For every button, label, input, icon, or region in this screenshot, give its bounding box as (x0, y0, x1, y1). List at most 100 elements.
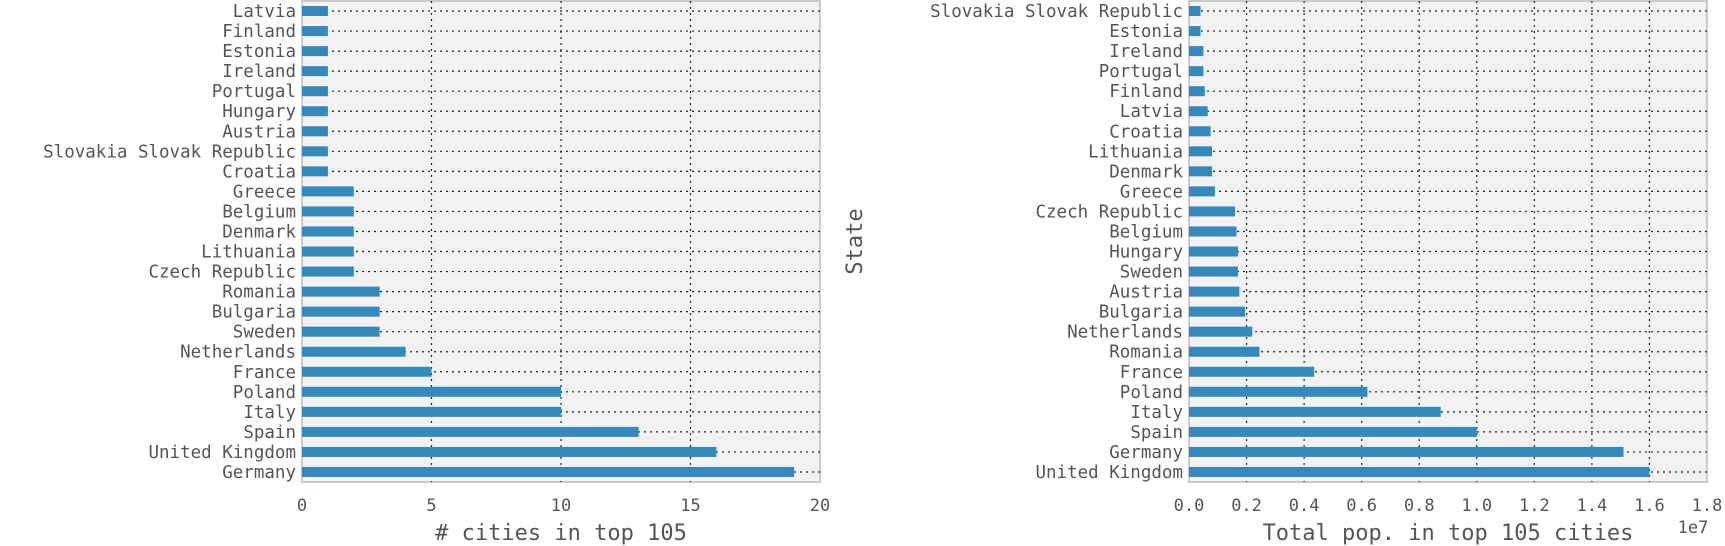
x-tick-label: 1.4 (1577, 496, 1608, 516)
bar (1189, 66, 1204, 77)
bar (1189, 226, 1237, 237)
y-tick-label: Czech Republic (148, 263, 296, 283)
y-tick-label: Czech Republic (1035, 202, 1183, 222)
y-tick-label: Austria (222, 122, 296, 142)
bar (1189, 106, 1208, 117)
bar (302, 226, 354, 237)
x-tick-label: 1.8 (1692, 496, 1723, 516)
bar (302, 306, 380, 317)
y-tick-label: France (1120, 363, 1183, 383)
bar (1189, 246, 1238, 257)
y-tick-label: Belgium (1109, 222, 1183, 242)
y-tick-label: Finland (1109, 82, 1183, 102)
y-tick-label: Portugal (212, 82, 296, 102)
bar (1189, 346, 1260, 357)
x-tick-label: 0.2 (1231, 496, 1262, 516)
y-tick-label: Estonia (1109, 22, 1183, 42)
y-tick-label: Bulgaria (1099, 303, 1183, 323)
y-tick-label: Finland (222, 22, 296, 42)
bar (302, 126, 328, 137)
chart-total-population: 0.0 0.2 0.4 0.6 0.8 1.0 1.2 1.4 1.6 1.8 Slovakia S… (843, 0, 1723, 546)
y-tick-label: United Kingdom (148, 443, 296, 463)
y-tick-label: Greece (1120, 182, 1183, 202)
y-tick-label: Sweden (1120, 263, 1183, 283)
bar (1189, 206, 1236, 217)
x-tick-label: 20 (810, 496, 830, 516)
bar (1189, 326, 1253, 337)
y-tick-label: Poland (1120, 383, 1183, 403)
bar (1189, 6, 1201, 17)
y-tick-label: France (233, 363, 296, 383)
bar (302, 446, 717, 457)
x-tick-label: 15 (680, 496, 700, 516)
x-tick-label: 1.0 (1461, 496, 1492, 516)
bar (302, 286, 380, 297)
y-tick-label: Bulgaria (212, 303, 296, 323)
y-tick-label: Lithuania (201, 243, 296, 263)
bar (302, 206, 354, 217)
y-tick-label: Denmark (1109, 162, 1183, 182)
y-tick-label: Lithuania (1088, 142, 1183, 162)
y-tick-label: Slovakia Slovak Republic (930, 2, 1183, 22)
y-tick-label: Portugal (1099, 62, 1183, 82)
y-axis-label: State (843, 208, 868, 274)
y-tick-label: Italy (243, 403, 296, 423)
bar (302, 106, 328, 117)
y-tick-label: Germany (1109, 443, 1183, 463)
bar (1189, 166, 1213, 177)
bar (302, 406, 561, 417)
bar (1189, 466, 1650, 477)
x-tick-label: 0.6 (1346, 496, 1377, 516)
y-tick-label: Ireland (1109, 42, 1183, 62)
y-tick-label: United Kingdom (1035, 463, 1183, 483)
bar (302, 466, 795, 477)
y-tick-label: Hungary (1109, 243, 1183, 263)
bar (302, 266, 354, 277)
bar (1189, 186, 1215, 197)
bar (302, 186, 354, 197)
y-tick-label: Belgium (222, 202, 296, 222)
x-tick-label: 0.0 (1174, 496, 1205, 516)
y-tick-label: Poland (233, 383, 296, 403)
y-tick-label: Netherlands (180, 343, 296, 363)
y-tick-label: Hungary (222, 102, 296, 122)
bar (1189, 46, 1204, 57)
bar (1189, 366, 1315, 377)
y-tick-label: Romania (1109, 343, 1183, 363)
bar (1189, 146, 1213, 157)
y-tick-label: Austria (1109, 283, 1183, 303)
x-axis-label: Total pop. in top 105 cities (1263, 521, 1634, 546)
bar (302, 386, 561, 397)
bar (302, 6, 328, 17)
bar (1189, 126, 1211, 137)
x-tick-label: 1.2 (1519, 496, 1550, 516)
bar (302, 26, 328, 37)
bar (302, 426, 639, 437)
bar (1189, 386, 1368, 397)
bar (1189, 306, 1246, 317)
bar (302, 86, 328, 97)
y-tick-label: Denmark (222, 222, 296, 242)
bar (1189, 266, 1238, 277)
chart-cities-count: 0 5 10 15 20 LatviaFinlandEstoniaIrelandPortu… (43, 0, 830, 546)
y-tick-label: Croatia (1109, 122, 1183, 142)
y-tick-label: Romania (222, 283, 296, 303)
x-tick-label: 0 (297, 496, 307, 516)
bar (302, 146, 328, 157)
bar (302, 346, 406, 357)
y-tick-label: Spain (243, 423, 296, 443)
bar (1189, 406, 1441, 417)
bar (302, 246, 354, 257)
plot-area (1188, 0, 1708, 483)
x-tick-label: 5 (426, 496, 436, 516)
y-tick-label: Italy (1130, 403, 1183, 423)
bar (1189, 86, 1205, 97)
bar (302, 46, 328, 57)
bar (302, 326, 380, 337)
x-offset-text: 1e7 (1678, 518, 1709, 538)
x-axis-label: # cities in top 105 (435, 521, 687, 546)
y-tick-label: Latvia (233, 2, 296, 22)
bar (1189, 426, 1477, 437)
y-tick-label: Netherlands (1067, 323, 1183, 343)
